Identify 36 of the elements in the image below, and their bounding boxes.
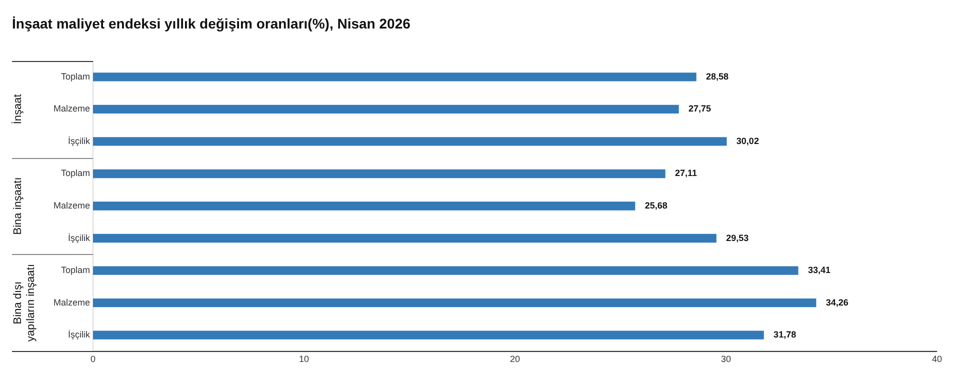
bar bbox=[93, 234, 716, 243]
y-tick-label: Malzeme bbox=[53, 104, 90, 114]
text: Bina inşaatı bbox=[12, 177, 24, 235]
bar bbox=[93, 104, 679, 114]
chart-title: İnşaat maliyet endeksi yıllık değişim oranları(%), Nisan 2026 bbox=[12, 15, 411, 32]
y-tick-label: İşçilik bbox=[68, 330, 90, 340]
bar bbox=[93, 137, 727, 146]
y-tick-label: İşçilik bbox=[68, 136, 90, 146]
y-tick-label: Toplam bbox=[60, 265, 90, 276]
y-tick-label: Toplam bbox=[60, 168, 90, 178]
bar bbox=[93, 169, 666, 178]
y-tick-label: Toplam bbox=[60, 71, 90, 82]
x-tick-label: 0 bbox=[90, 354, 96, 364]
bar bbox=[93, 266, 798, 275]
data-label: 31,78 bbox=[774, 330, 796, 340]
bar bbox=[93, 202, 636, 210]
data-label: 28,58 bbox=[706, 71, 729, 82]
y-tick-label: Malzeme bbox=[53, 200, 90, 210]
data-label: 30,02 bbox=[736, 136, 759, 146]
text: Bina dışı yapıların inşaatı bbox=[12, 264, 38, 342]
data-label: 34,26 bbox=[826, 297, 848, 308]
x-tick-label: 40 bbox=[932, 354, 942, 364]
x-tick-label: 30 bbox=[720, 354, 732, 364]
data-label: 29,53 bbox=[726, 232, 749, 243]
data-label: 27,75 bbox=[688, 104, 712, 114]
bar bbox=[93, 330, 764, 340]
text: İnşaat bbox=[11, 94, 24, 124]
data-label: 33,41 bbox=[808, 265, 830, 276]
y-tick-label: İşçilik bbox=[68, 232, 90, 243]
data-label: 25,68 bbox=[644, 200, 668, 210]
x-tick-label: 10 bbox=[298, 354, 310, 364]
data-label: 27,11 bbox=[675, 168, 698, 178]
x-tick-label: 20 bbox=[510, 354, 520, 364]
bar bbox=[93, 72, 696, 82]
y-tick-label: Malzeme bbox=[53, 297, 90, 308]
bar bbox=[93, 298, 816, 308]
